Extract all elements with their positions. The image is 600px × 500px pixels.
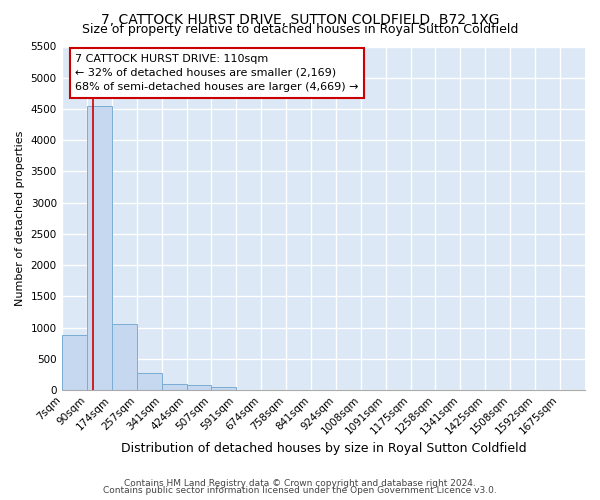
Text: 7, CATTOCK HURST DRIVE, SUTTON COLDFIELD, B72 1XG: 7, CATTOCK HURST DRIVE, SUTTON COLDFIELD…: [101, 12, 499, 26]
Bar: [137, 372, 161, 390]
Text: 7 CATTOCK HURST DRIVE: 110sqm
← 32% of detached houses are smaller (2,169)
68% o: 7 CATTOCK HURST DRIVE: 110sqm ← 32% of d…: [75, 54, 359, 92]
X-axis label: Distribution of detached houses by size in Royal Sutton Coldfield: Distribution of detached houses by size …: [121, 442, 526, 455]
Bar: [62, 335, 87, 390]
Bar: [162, 384, 187, 390]
Bar: [211, 387, 236, 390]
Text: Contains HM Land Registry data © Crown copyright and database right 2024.: Contains HM Land Registry data © Crown c…: [124, 478, 476, 488]
Bar: [112, 324, 137, 390]
Text: Size of property relative to detached houses in Royal Sutton Coldfield: Size of property relative to detached ho…: [82, 22, 518, 36]
Text: Contains public sector information licensed under the Open Government Licence v3: Contains public sector information licen…: [103, 486, 497, 495]
Bar: [187, 385, 211, 390]
Y-axis label: Number of detached properties: Number of detached properties: [15, 130, 25, 306]
Bar: [87, 106, 112, 390]
